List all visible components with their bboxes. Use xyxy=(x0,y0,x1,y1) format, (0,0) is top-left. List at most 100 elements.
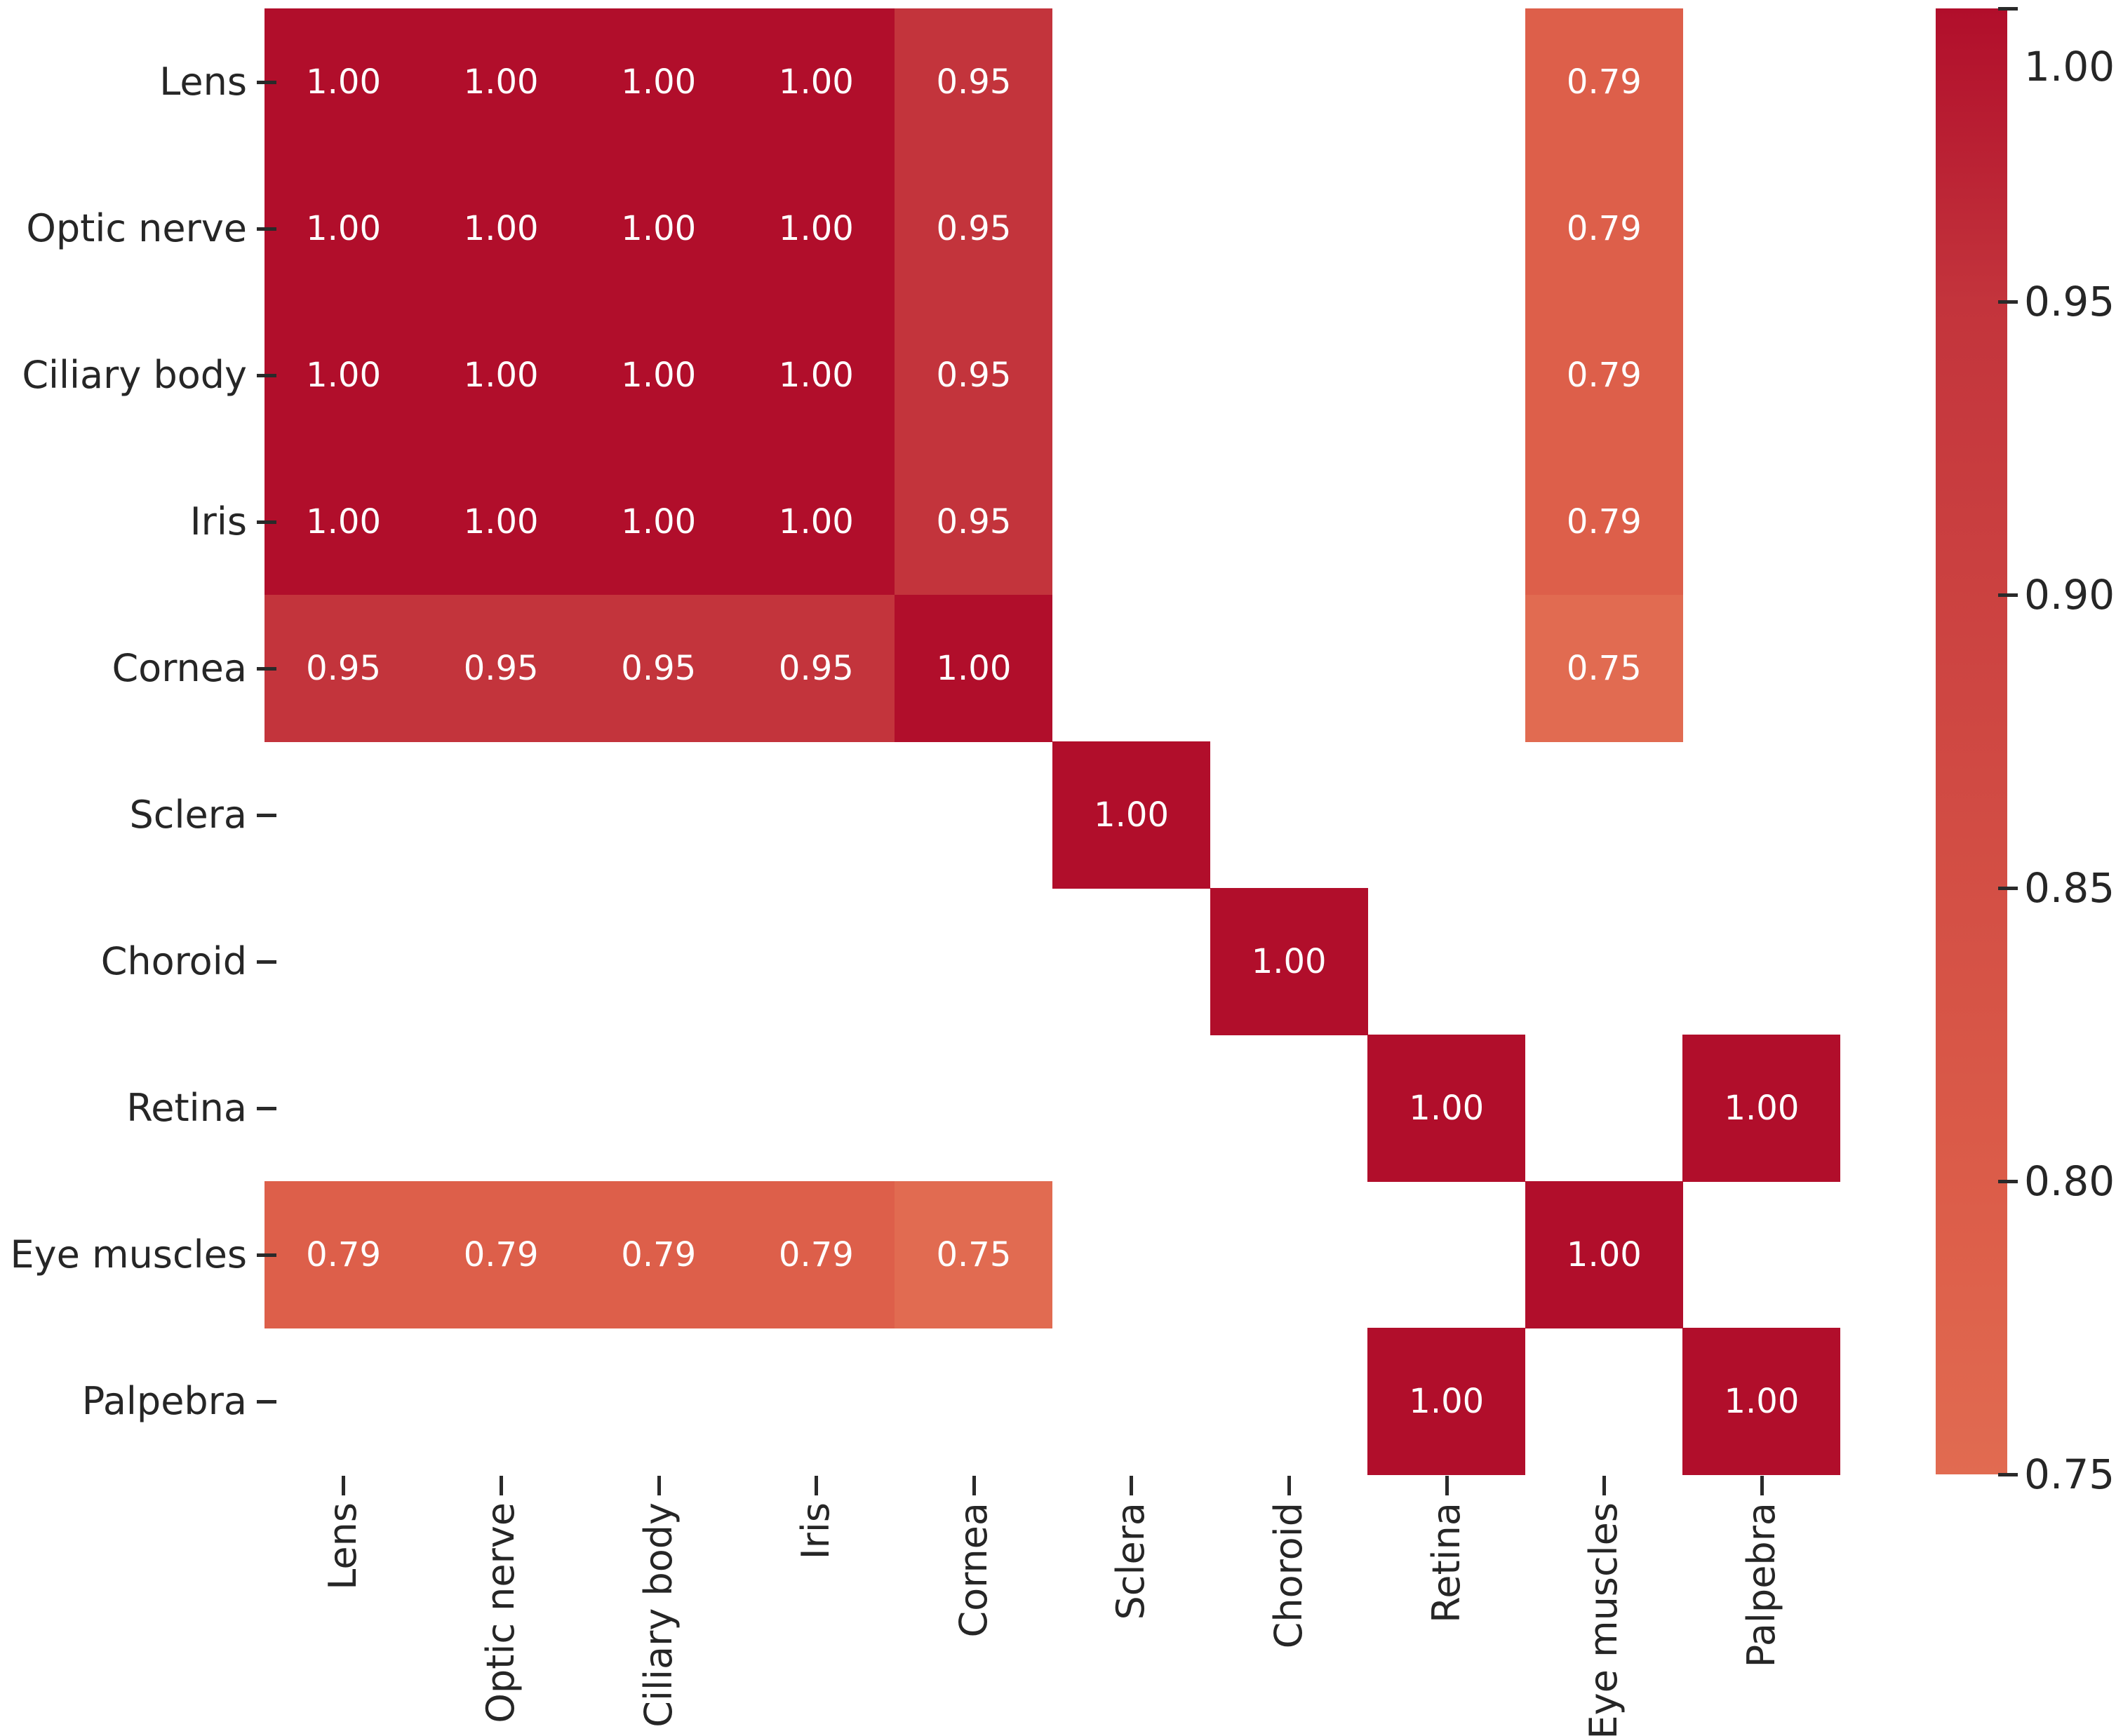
cell-value: 0.95 xyxy=(463,648,539,688)
heatmap-cell-palpebra-retina: 1.00 xyxy=(1367,1328,1526,1475)
heatmap-cell-optic-nerve-optic-nerve: 1.00 xyxy=(422,155,580,302)
x-tick-mark xyxy=(1445,1476,1449,1495)
heatmap-cell-iris-lens: 1.00 xyxy=(264,448,423,596)
heatmap-cell-choroid-choroid: 1.00 xyxy=(1210,888,1368,1035)
cell-value: 0.79 xyxy=(306,1234,381,1274)
y-tick-label-retina: Retina xyxy=(126,1085,247,1130)
cell-value: 1.00 xyxy=(306,502,381,541)
y-tick-label-iris: Iris xyxy=(189,499,247,544)
colorbar-tick-mark xyxy=(1998,593,2018,597)
cell-value: 0.95 xyxy=(621,648,697,688)
colorbar-tick-mark xyxy=(1998,1180,2018,1183)
cell-value: 1.00 xyxy=(778,62,854,102)
x-tick-label-choroid: Choroid xyxy=(1266,1502,1311,1649)
cell-value: 0.95 xyxy=(936,208,1012,248)
cell-value: 1.00 xyxy=(621,355,697,395)
cell-value: 1.00 xyxy=(1566,1234,1642,1274)
heatmap-cell-eye-muscles-ciliary-body: 0.79 xyxy=(580,1181,738,1328)
heatmap-cell-iris-optic-nerve: 1.00 xyxy=(422,448,580,596)
cell-value: 0.75 xyxy=(936,1234,1012,1274)
y-tick-label-sclera: Sclera xyxy=(129,792,247,837)
heatmap-cell-ciliary-body-eye-muscles: 0.79 xyxy=(1525,302,1683,449)
cell-value: 1.00 xyxy=(463,502,539,541)
heatmap-cell-cornea-ciliary-body: 0.95 xyxy=(580,595,738,742)
heatmap-cell-ciliary-body-lens: 1.00 xyxy=(264,302,423,449)
heatmap-cell-iris-cornea: 0.95 xyxy=(895,448,1053,596)
colorbar-tick-label-0-90: 0.90 xyxy=(2024,571,2115,619)
y-tick-mark xyxy=(257,813,276,817)
y-tick-mark xyxy=(257,80,276,84)
heatmap-cell-optic-nerve-cornea: 0.95 xyxy=(895,155,1053,302)
heatmap-cell-sclera-sclera: 1.00 xyxy=(1052,741,1211,889)
heatmap-cell-eye-muscles-cornea: 0.75 xyxy=(895,1181,1053,1328)
cell-value: 0.95 xyxy=(306,648,381,688)
colorbar-tick-mark xyxy=(1998,1473,2018,1476)
cell-value: 0.95 xyxy=(936,355,1012,395)
y-tick-mark xyxy=(257,520,276,524)
cell-value: 0.79 xyxy=(1566,355,1642,395)
heatmap-cell-optic-nerve-eye-muscles: 0.79 xyxy=(1525,155,1683,302)
x-tick-label-eye-muscles: Eye muscles xyxy=(1581,1502,1626,1736)
heatmap-cell-lens-ciliary-body: 1.00 xyxy=(580,8,738,156)
cell-value: 1.00 xyxy=(463,208,539,248)
x-tick-mark xyxy=(1130,1476,1134,1495)
heatmap-cell-cornea-cornea: 1.00 xyxy=(895,595,1053,742)
cell-value: 0.79 xyxy=(1566,502,1642,541)
colorbar-tick-label-0-85: 0.85 xyxy=(2024,864,2115,912)
heatmap-cell-lens-optic-nerve: 1.00 xyxy=(422,8,580,156)
cell-value: 0.79 xyxy=(1566,208,1642,248)
x-tick-label-sclera: Sclera xyxy=(1109,1502,1153,1620)
y-tick-mark xyxy=(257,1399,276,1404)
cell-value: 1.00 xyxy=(1251,941,1327,981)
heatmap-cell-eye-muscles-eye-muscles: 1.00 xyxy=(1525,1181,1683,1328)
x-tick-label-iris: Iris xyxy=(794,1502,838,1560)
cell-value: 1.00 xyxy=(621,208,697,248)
heatmap-cell-ciliary-body-cornea: 0.95 xyxy=(895,302,1053,449)
y-tick-label-choroid: Choroid xyxy=(100,938,247,983)
heatmap-cell-optic-nerve-iris: 1.00 xyxy=(737,155,895,302)
heatmap-cell-optic-nerve-lens: 1.00 xyxy=(264,155,423,302)
y-tick-label-palpebra: Palpebra xyxy=(81,1378,247,1423)
y-tick-label-ciliary-body: Ciliary body xyxy=(22,352,247,397)
x-tick-label-ciliary-body: Ciliary body xyxy=(636,1502,681,1728)
colorbar-tick-mark xyxy=(1998,7,2018,11)
heatmap-cell-eye-muscles-iris: 0.79 xyxy=(737,1181,895,1328)
cell-value: 1.00 xyxy=(463,62,539,102)
heatmap-cell-ciliary-body-optic-nerve: 1.00 xyxy=(422,302,580,449)
cell-value: 0.79 xyxy=(778,1234,854,1274)
colorbar xyxy=(1936,8,2007,1474)
colorbar-tick-label-0-80: 0.80 xyxy=(2024,1157,2115,1205)
cell-value: 0.75 xyxy=(1566,648,1642,688)
cell-value: 1.00 xyxy=(1094,795,1169,835)
x-tick-label-cornea: Cornea xyxy=(951,1502,996,1638)
heatmap-cell-cornea-eye-muscles: 0.75 xyxy=(1525,595,1683,742)
heatmap-cell-ciliary-body-iris: 1.00 xyxy=(737,302,895,449)
colorbar-tick-mark xyxy=(1998,887,2018,890)
y-tick-mark xyxy=(257,373,276,377)
heatmap-cell-palpebra-palpebra: 1.00 xyxy=(1682,1328,1841,1475)
cell-value: 1.00 xyxy=(778,355,854,395)
colorbar-tick-mark xyxy=(1998,300,2018,304)
heatmap-cell-lens-eye-muscles: 0.79 xyxy=(1525,8,1683,156)
cell-value: 1.00 xyxy=(1724,1381,1800,1421)
y-tick-label-lens: Lens xyxy=(159,59,247,104)
x-tick-mark xyxy=(972,1476,976,1495)
heatmap-cell-ciliary-body-ciliary-body: 1.00 xyxy=(580,302,738,449)
cell-value: 0.95 xyxy=(936,502,1012,541)
cell-value: 0.95 xyxy=(778,648,854,688)
heatmap-cell-cornea-iris: 0.95 xyxy=(737,595,895,742)
x-tick-mark xyxy=(1287,1476,1291,1495)
cell-value: 0.79 xyxy=(463,1234,539,1274)
y-tick-label-cornea: Cornea xyxy=(112,645,247,690)
x-tick-mark xyxy=(342,1476,346,1495)
colorbar-tick-label-0-75: 0.75 xyxy=(2024,1451,2115,1498)
heatmap-cell-optic-nerve-ciliary-body: 1.00 xyxy=(580,155,738,302)
cell-value: 1.00 xyxy=(1409,1088,1485,1128)
x-tick-label-optic-nerve: Optic nerve xyxy=(478,1502,523,1723)
heatmap-cell-lens-lens: 1.00 xyxy=(264,8,423,156)
cell-value: 0.95 xyxy=(936,62,1012,102)
heatmap-cell-lens-iris: 1.00 xyxy=(737,8,895,156)
y-tick-label-optic-nerve: Optic nerve xyxy=(26,206,247,250)
y-tick-label-eye-muscles: Eye muscles xyxy=(10,1232,247,1277)
